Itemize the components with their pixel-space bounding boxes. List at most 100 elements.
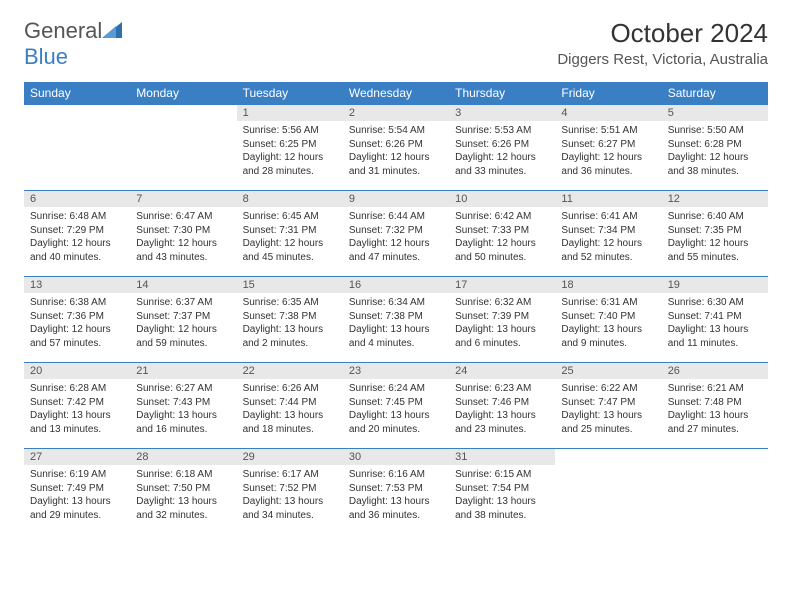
calendar-cell: 2Sunrise: 5:54 AMSunset: 6:26 PMDaylight…: [343, 105, 449, 191]
day-line: Sunset: 7:29 PM: [30, 224, 124, 238]
day-number: 1: [237, 105, 343, 121]
day-number: 21: [130, 363, 236, 379]
day-line: Sunset: 7:31 PM: [243, 224, 337, 238]
day-line: Sunset: 7:46 PM: [455, 396, 549, 410]
calendar-cell: 25Sunrise: 6:22 AMSunset: 7:47 PMDayligh…: [555, 363, 661, 449]
day-line: Daylight: 12 hours: [136, 237, 230, 251]
day-line: Sunrise: 6:18 AM: [136, 468, 230, 482]
calendar-cell: 11Sunrise: 6:41 AMSunset: 7:34 PMDayligh…: [555, 191, 661, 277]
day-data: Sunrise: 6:28 AMSunset: 7:42 PMDaylight:…: [24, 379, 130, 439]
calendar-cell: 5Sunrise: 5:50 AMSunset: 6:28 PMDaylight…: [662, 105, 768, 191]
calendar-table: SundayMondayTuesdayWednesdayThursdayFrid…: [24, 82, 768, 535]
day-line: Sunset: 6:26 PM: [455, 138, 549, 152]
day-line: Sunrise: 6:27 AM: [136, 382, 230, 396]
logo: General Blue: [24, 18, 122, 70]
day-line: Daylight: 13 hours: [349, 323, 443, 337]
day-number: 16: [343, 277, 449, 293]
day-data: Sunrise: 6:42 AMSunset: 7:33 PMDaylight:…: [449, 207, 555, 267]
day-line: Daylight: 12 hours: [136, 323, 230, 337]
day-header: Friday: [555, 82, 661, 105]
day-number: 14: [130, 277, 236, 293]
calendar-cell: 1Sunrise: 5:56 AMSunset: 6:25 PMDaylight…: [237, 105, 343, 191]
day-header: Saturday: [662, 82, 768, 105]
day-line: Sunrise: 6:31 AM: [561, 296, 655, 310]
day-number: 31: [449, 449, 555, 465]
day-line: Sunset: 7:34 PM: [561, 224, 655, 238]
day-line: and 16 minutes.: [136, 423, 230, 437]
calendar-cell: 28Sunrise: 6:18 AMSunset: 7:50 PMDayligh…: [130, 449, 236, 535]
calendar-cell: 4Sunrise: 5:51 AMSunset: 6:27 PMDaylight…: [555, 105, 661, 191]
day-data: Sunrise: 6:45 AMSunset: 7:31 PMDaylight:…: [237, 207, 343, 267]
day-data: Sunrise: 5:51 AMSunset: 6:27 PMDaylight:…: [555, 121, 661, 181]
day-data: Sunrise: 6:23 AMSunset: 7:46 PMDaylight:…: [449, 379, 555, 439]
day-line: Sunrise: 6:30 AM: [668, 296, 762, 310]
calendar-cell: 31Sunrise: 6:15 AMSunset: 7:54 PMDayligh…: [449, 449, 555, 535]
day-line: Sunrise: 5:56 AM: [243, 124, 337, 138]
day-line: Sunset: 7:38 PM: [349, 310, 443, 324]
calendar-cell: 18Sunrise: 6:31 AMSunset: 7:40 PMDayligh…: [555, 277, 661, 363]
day-line: Sunrise: 6:42 AM: [455, 210, 549, 224]
day-number: 2: [343, 105, 449, 121]
day-header: Wednesday: [343, 82, 449, 105]
day-data: Sunrise: 5:50 AMSunset: 6:28 PMDaylight:…: [662, 121, 768, 181]
day-line: Sunrise: 6:17 AM: [243, 468, 337, 482]
day-line: Sunrise: 5:50 AM: [668, 124, 762, 138]
day-line: Sunset: 7:30 PM: [136, 224, 230, 238]
day-line: and 45 minutes.: [243, 251, 337, 265]
day-line: and 38 minutes.: [668, 165, 762, 179]
calendar-week: 6Sunrise: 6:48 AMSunset: 7:29 PMDaylight…: [24, 191, 768, 277]
day-line: Daylight: 12 hours: [30, 323, 124, 337]
day-line: and 38 minutes.: [455, 509, 549, 523]
day-number: 7: [130, 191, 236, 207]
day-line: and 50 minutes.: [455, 251, 549, 265]
day-line: Sunrise: 6:47 AM: [136, 210, 230, 224]
day-line: Sunrise: 6:26 AM: [243, 382, 337, 396]
day-line: Daylight: 12 hours: [349, 151, 443, 165]
day-data: Sunrise: 6:34 AMSunset: 7:38 PMDaylight:…: [343, 293, 449, 353]
calendar-head: SundayMondayTuesdayWednesdayThursdayFrid…: [24, 82, 768, 105]
day-line: Daylight: 12 hours: [349, 237, 443, 251]
day-data: Sunrise: 5:53 AMSunset: 6:26 PMDaylight:…: [449, 121, 555, 181]
day-line: and 13 minutes.: [30, 423, 124, 437]
day-data: Sunrise: 6:24 AMSunset: 7:45 PMDaylight:…: [343, 379, 449, 439]
calendar-cell: 3Sunrise: 5:53 AMSunset: 6:26 PMDaylight…: [449, 105, 555, 191]
calendar-cell: 22Sunrise: 6:26 AMSunset: 7:44 PMDayligh…: [237, 363, 343, 449]
day-number: 19: [662, 277, 768, 293]
header: General Blue October 2024 Diggers Rest, …: [24, 18, 768, 70]
day-line: Sunrise: 6:41 AM: [561, 210, 655, 224]
calendar-cell: [130, 105, 236, 191]
calendar-cell: 17Sunrise: 6:32 AMSunset: 7:39 PMDayligh…: [449, 277, 555, 363]
day-number: 6: [24, 191, 130, 207]
day-line: Sunrise: 6:19 AM: [30, 468, 124, 482]
day-line: Daylight: 13 hours: [243, 323, 337, 337]
calendar-body: 1Sunrise: 5:56 AMSunset: 6:25 PMDaylight…: [24, 105, 768, 535]
day-number: 30: [343, 449, 449, 465]
day-line: Sunset: 7:53 PM: [349, 482, 443, 496]
day-line: Sunrise: 5:53 AM: [455, 124, 549, 138]
calendar-cell: 30Sunrise: 6:16 AMSunset: 7:53 PMDayligh…: [343, 449, 449, 535]
day-line: and 11 minutes.: [668, 337, 762, 351]
day-line: Daylight: 12 hours: [561, 151, 655, 165]
day-line: Sunset: 7:32 PM: [349, 224, 443, 238]
day-number: 26: [662, 363, 768, 379]
day-line: Sunrise: 6:45 AM: [243, 210, 337, 224]
day-line: Daylight: 12 hours: [243, 237, 337, 251]
day-line: and 36 minutes.: [561, 165, 655, 179]
calendar-cell: 15Sunrise: 6:35 AMSunset: 7:38 PMDayligh…: [237, 277, 343, 363]
day-line: Sunset: 6:27 PM: [561, 138, 655, 152]
day-line: and 18 minutes.: [243, 423, 337, 437]
day-line: Sunset: 6:26 PM: [349, 138, 443, 152]
day-line: and 33 minutes.: [455, 165, 549, 179]
day-line: and 34 minutes.: [243, 509, 337, 523]
day-line: Sunrise: 6:35 AM: [243, 296, 337, 310]
day-number: 9: [343, 191, 449, 207]
day-line: Daylight: 13 hours: [455, 495, 549, 509]
day-line: Daylight: 12 hours: [455, 151, 549, 165]
day-line: Daylight: 13 hours: [349, 495, 443, 509]
day-number: 13: [24, 277, 130, 293]
day-line: and 52 minutes.: [561, 251, 655, 265]
calendar-cell: [662, 449, 768, 535]
day-data: Sunrise: 6:44 AMSunset: 7:32 PMDaylight:…: [343, 207, 449, 267]
day-data: Sunrise: 6:38 AMSunset: 7:36 PMDaylight:…: [24, 293, 130, 353]
day-data: Sunrise: 6:30 AMSunset: 7:41 PMDaylight:…: [662, 293, 768, 353]
